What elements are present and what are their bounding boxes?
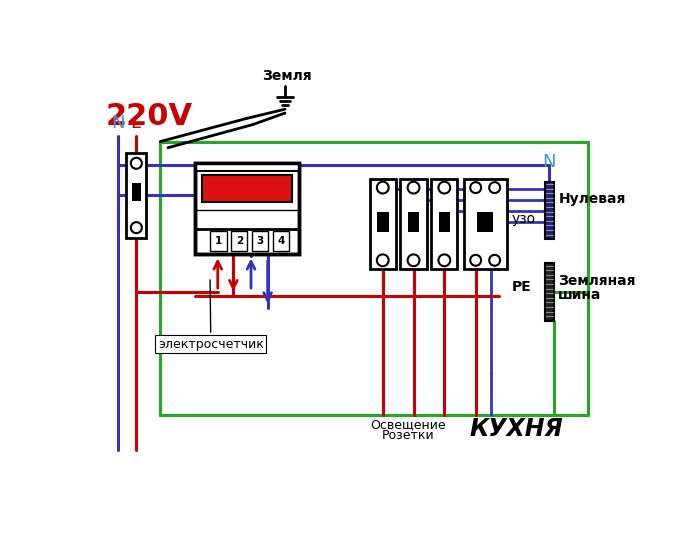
Text: Розетки: Розетки [382, 429, 434, 442]
Bar [477, 212, 493, 232]
Circle shape [489, 182, 500, 193]
Circle shape [471, 182, 481, 193]
Text: электросчетчик: электросчетчик [158, 280, 264, 351]
Bar [273, 231, 289, 251]
Bar [545, 182, 554, 239]
Circle shape [489, 255, 500, 266]
Bar [211, 231, 227, 251]
Text: N: N [111, 114, 124, 132]
Text: Освещение: Освещение [370, 419, 446, 431]
Bar [195, 163, 299, 254]
Circle shape [439, 182, 450, 194]
Circle shape [377, 182, 389, 194]
Text: Земляная: Земляная [558, 273, 636, 287]
Circle shape [439, 254, 450, 266]
Text: 1: 1 [215, 236, 222, 246]
Bar [195, 163, 299, 171]
Circle shape [408, 254, 420, 266]
Bar [195, 163, 299, 254]
Text: L: L [131, 114, 141, 132]
Bar [432, 179, 457, 270]
Bar [408, 212, 419, 232]
Circle shape [131, 158, 142, 169]
Text: Земля: Земля [262, 69, 311, 83]
Circle shape [131, 222, 142, 233]
Circle shape [377, 254, 389, 266]
Bar [252, 231, 268, 251]
Bar [202, 175, 291, 202]
Bar [132, 183, 141, 201]
Bar [126, 153, 147, 238]
Text: 3: 3 [256, 236, 263, 246]
Bar [231, 231, 247, 251]
Text: 2: 2 [236, 236, 243, 246]
Bar [377, 212, 389, 232]
Circle shape [408, 182, 420, 194]
Text: 220V: 220V [106, 102, 193, 131]
Bar [439, 212, 450, 232]
Text: PE: PE [512, 280, 532, 294]
Text: Нулевая: Нулевая [558, 192, 626, 206]
Bar [545, 263, 554, 321]
Bar [464, 179, 507, 270]
Text: шина: шина [558, 288, 602, 302]
Text: 4: 4 [277, 236, 284, 246]
Bar [400, 179, 427, 270]
Circle shape [471, 255, 481, 266]
Bar [370, 179, 396, 270]
Text: КУХНЯ: КУХНЯ [469, 417, 563, 441]
Text: узо: узо [512, 213, 535, 226]
Text: N: N [542, 153, 556, 171]
